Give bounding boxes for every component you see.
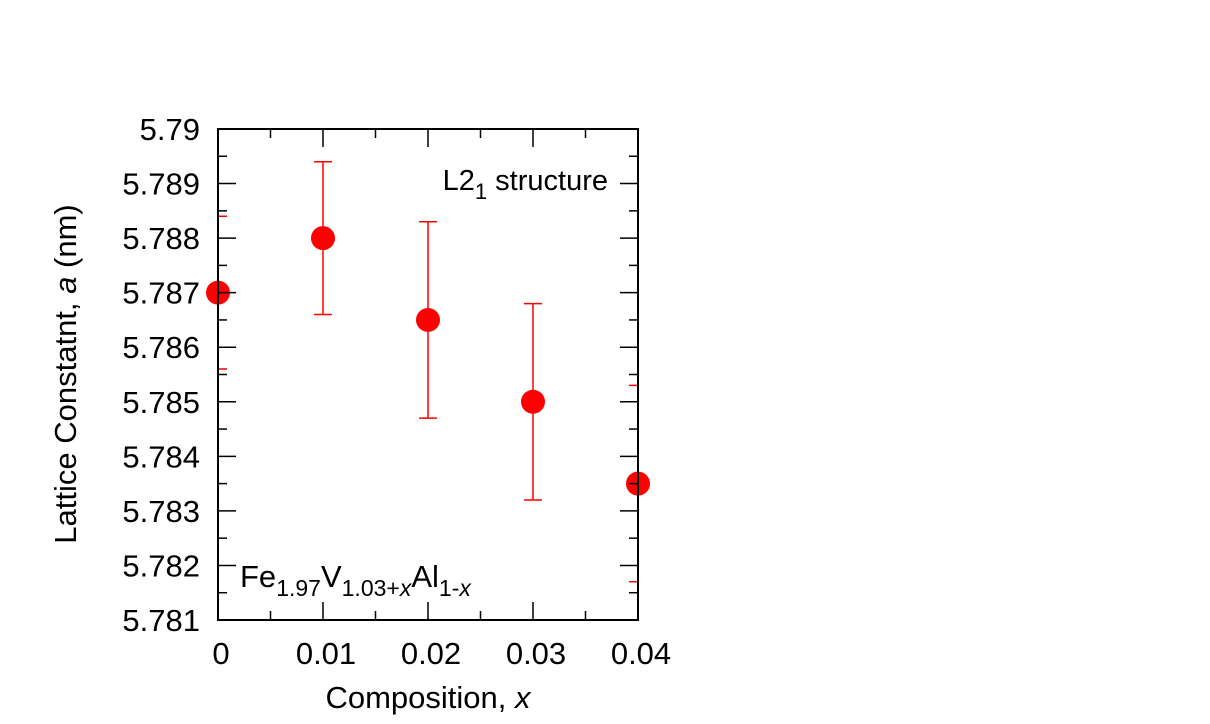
axis-ticks (217, 128, 639, 621)
y-axis-label: Lattice Constatnt, a (nm) (48, 204, 83, 543)
data-markers (206, 226, 650, 496)
formula-annotation: Fe1.97V1.03+xAl1-x (240, 559, 472, 601)
x-tick-label: 0.04 (611, 636, 671, 671)
y-tick-label: 5.787 (122, 276, 200, 311)
y-tick-label: 5.784 (122, 439, 200, 474)
y-tick-label: 5.789 (122, 167, 200, 202)
structure-annotation: L21 structure (443, 165, 608, 204)
x-axis-label: Composition, x (325, 680, 532, 715)
x-tick-label: 0.01 (296, 636, 356, 671)
y-tick-labels: 5.781 5.782 5.783 5.784 5.785 5.786 5.787 5.788… (122, 112, 200, 638)
y-tick-label: 5.782 (122, 548, 200, 583)
error-bars (218, 160, 638, 583)
data-point (311, 226, 335, 251)
x-tick-labels: 0 0.01 0.02 0.03 0.04 (212, 636, 671, 671)
x-tick-label: 0.03 (506, 636, 566, 671)
y-tick-label: 5.786 (122, 330, 200, 365)
y-tick-label: 5.788 (122, 221, 200, 256)
y-tick-label: 5.785 (122, 385, 200, 420)
x-tick-label: 0 (212, 636, 229, 671)
data-point (416, 307, 440, 332)
x-tick-label: 0.02 (401, 636, 461, 671)
data-point (521, 389, 545, 414)
y-tick-label: 5.783 (122, 494, 200, 529)
y-tick-label: 5.781 (122, 603, 200, 638)
y-tick-label: 5.79 (140, 112, 200, 147)
